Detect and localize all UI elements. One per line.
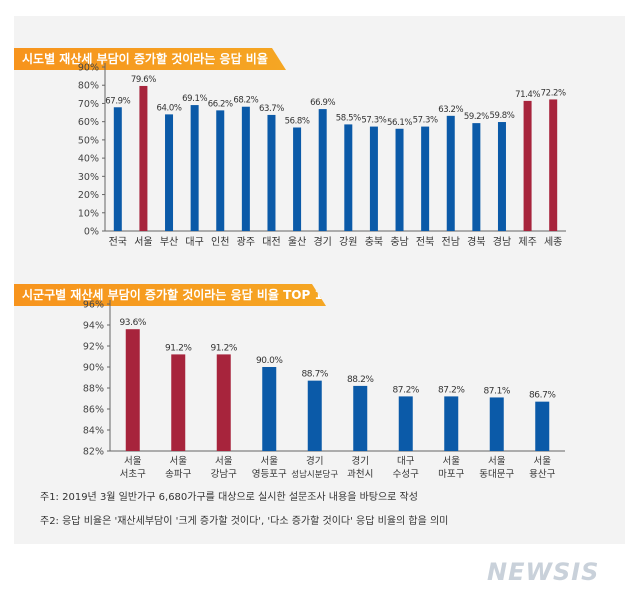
newsis-watermark: NEWSIS — [487, 558, 600, 586]
footnote-1: 주1: 2019년 3월 일반가구 6,680가구를 대상으로 실시한 설문조사… — [40, 492, 418, 503]
footnote-2: 주2: 응답 비율은 '재산세부담이 '크게 증가할 것이다', '다소 증가할… — [40, 516, 449, 527]
chart2-title: 시군구별 재산세 부담이 증가할 것이라는 응답 비율 TOP 10 — [14, 284, 326, 306]
chart1-title: 시도별 재산세 부담이 증가할 것이라는 응답 비율 — [14, 48, 286, 70]
chart-panel: 시도별 재산세 부담이 증가할 것이라는 응답 비율 시군구별 재산세 부담이 … — [14, 16, 625, 544]
